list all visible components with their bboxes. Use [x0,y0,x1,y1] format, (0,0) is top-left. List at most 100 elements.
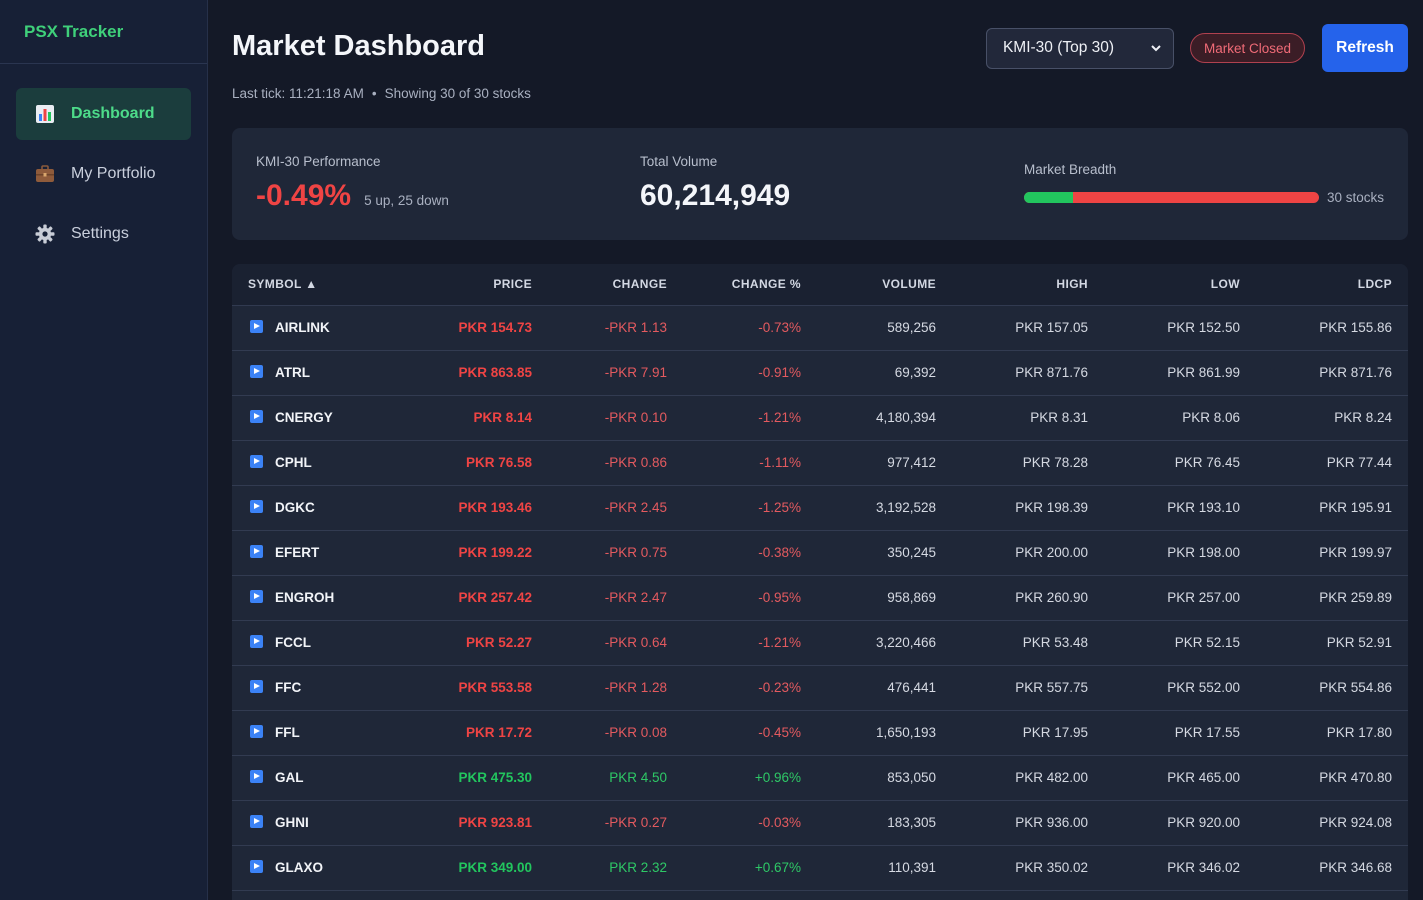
index-select[interactable]: KMI-30 (Top 30) [985,27,1174,69]
table-row[interactable]: GHNI PKR 923.81 -PKR 0.27 -0.03% 183,305 PKR … [232,800,1408,846]
column-header-change[interactable]: CHANGE [548,264,683,306]
table-row[interactable]: CNERGY PKR 8.14 -PKR 0.10 -1.21% 4,180,394 PK… [232,395,1408,441]
symbol-text[interactable]: FFL [275,725,300,740]
table-row[interactable]: GLAXO PKR 349.00 PKR 2.32 +0.67% 110,391 PKR … [232,845,1408,891]
refresh-button[interactable]: Refresh [1322,24,1408,72]
symbol-cell: CNERGY [232,395,412,441]
column-header-symbol[interactable]: SYMBOL ▲ [232,264,412,306]
play-icon[interactable] [250,725,263,738]
play-icon[interactable] [250,545,263,558]
symbol-text[interactable]: CNERGY [275,410,333,425]
table-row[interactable]: EFERT PKR 199.22 -PKR 0.75 -0.38% 350,245 PKR… [232,530,1408,576]
sidebar-item-label: My Portfolio [71,165,156,182]
ldcp-cell: PKR 470.80 [1256,755,1408,801]
change-pct-cell: -1.25% [683,485,817,531]
sidebar-item-dashboard[interactable]: Dashboard [16,88,191,140]
chevron-down-icon [1151,39,1161,57]
symbol-text[interactable]: GLAXO [275,860,324,875]
sidebar: PSX Tracker Dashboard [0,0,208,900]
low-cell: PKR 193.10 [1104,485,1256,531]
column-header-volume[interactable]: VOLUME [817,264,952,306]
change-pct-cell: -0.45% [683,710,817,756]
column-header-ldcp[interactable]: LDCP [1256,264,1408,306]
column-header-low[interactable]: LOW [1104,264,1256,306]
table-row[interactable]: FCCL PKR 52.27 -PKR 0.64 -1.21% 3,220,466 PKR… [232,620,1408,666]
price-cell: PKR 349.00 [412,845,548,891]
play-icon[interactable] [250,410,263,423]
play-icon[interactable] [250,590,263,603]
play-icon[interactable] [250,860,263,873]
play-icon[interactable] [250,320,263,333]
symbol-text[interactable]: FCCL [275,635,311,650]
play-icon[interactable] [250,680,263,693]
sidebar-item-portfolio[interactable]: My Portfolio [16,148,191,200]
play-icon[interactable] [250,455,263,468]
showing-count-text: Showing 30 of 30 stocks [384,86,531,101]
table-row[interactable]: GAL PKR 475.30 PKR 4.50 +0.96% 853,050 PKR 48… [232,755,1408,801]
sidebar-item-settings[interactable]: Settings [16,208,191,260]
main-content: Market Dashboard Last tick: 11:21:18 AM •… [208,0,1423,900]
high-cell: PKR 350.02 [952,845,1104,891]
symbol-text[interactable]: CPHL [275,455,312,470]
low-cell: PKR 152.50 [1104,305,1256,351]
separator-dot: • [371,86,377,101]
symbol-text[interactable]: FFC [275,680,302,695]
gear-icon [34,224,56,244]
symbol-cell: GAL [232,755,412,801]
change-pct-cell: -0.73% [683,305,817,351]
volume-cell: 853,050 [817,755,952,801]
ldcp-cell: PKR 259.89 [1256,575,1408,621]
volume-cell: 589,256 [817,305,952,351]
symbol-text[interactable]: DGKC [275,500,315,515]
high-cell: PKR 8.31 [952,395,1104,441]
symbol-text[interactable]: EFERT [275,545,320,560]
ldcp-cell: PKR 17.80 [1256,710,1408,756]
ldcp-cell: PKR 554.86 [1256,665,1408,711]
symbol-cell: AIRLINK [232,305,412,351]
price-cell: PKR 553.58 [412,665,548,711]
table-row[interactable]: CPHL PKR 76.58 -PKR 0.86 -1.11% 977,412 PKR 7… [232,440,1408,486]
column-header-change-pct[interactable]: CHANGE % [683,264,817,306]
low-cell: PKR 346.02 [1104,845,1256,891]
symbol-text[interactable]: GAL [275,770,304,785]
breadth-stat: Market Breadth 30 stocks [1024,162,1384,205]
table-row[interactable]: DGKC PKR 193.46 -PKR 2.45 -1.25% 3,192,528 PK… [232,485,1408,531]
column-header-price[interactable]: PRICE [412,264,548,306]
low-cell: PKR 76.45 [1104,440,1256,486]
breadth-bar-up [1024,192,1074,203]
low-cell: PKR 552.00 [1104,665,1256,711]
symbol-cell: ATRL [232,350,412,396]
table-row[interactable]: ENGROH PKR 257.42 -PKR 2.47 -0.95% 958,869 PK… [232,575,1408,621]
high-cell: PKR 557.75 [952,665,1104,711]
change-cell: -PKR 2.45 [548,485,683,531]
change-pct-cell: -0.95% [683,575,817,621]
change-cell: -PKR 7.91 [548,350,683,396]
volume-value: 60,214,949 [640,179,791,212]
ldcp-cell: PKR 155.86 [1256,305,1408,351]
play-icon[interactable] [250,770,263,783]
change-pct-cell: -0.03% [683,800,817,846]
high-cell: PKR 482.00 [952,755,1104,801]
play-icon[interactable] [250,815,263,828]
brand-logo[interactable]: PSX Tracker [0,0,207,64]
symbol-text[interactable]: ENGROH [275,590,335,605]
performance-stat: KMI-30 Performance -0.49% 5 up, 25 down [256,154,449,213]
symbol-text[interactable]: AIRLINK [275,320,330,335]
column-header-high[interactable]: HIGH [952,264,1104,306]
table-row[interactable]: FFC PKR 553.58 -PKR 1.28 -0.23% 476,441 PKR 5… [232,665,1408,711]
play-icon[interactable] [250,500,263,513]
play-icon[interactable] [250,635,263,648]
table-row[interactable]: AIRLINK PKR 154.73 -PKR 1.13 -0.73% 589,256 P… [232,305,1408,351]
high-cell: PKR 200.00 [952,530,1104,576]
price-cell: PKR 8.14 [412,395,548,441]
table-row[interactable]: ATRL PKR 863.85 -PKR 7.91 -0.91% 69,392 PKR 8… [232,350,1408,396]
change-cell: -PKR 0.75 [548,530,683,576]
play-icon[interactable] [250,365,263,378]
symbol-text[interactable]: GHNI [275,815,309,830]
table-row[interactable]: FFL PKR 17.72 -PKR 0.08 -0.45% 1,650,193 PKR … [232,710,1408,756]
change-pct-cell: -0.91% [683,350,817,396]
change-cell: -PKR 0.10 [548,395,683,441]
symbol-text[interactable]: ATRL [275,365,310,380]
market-status-badge: Market Closed [1189,33,1305,63]
volume-cell: 476,441 [817,665,952,711]
